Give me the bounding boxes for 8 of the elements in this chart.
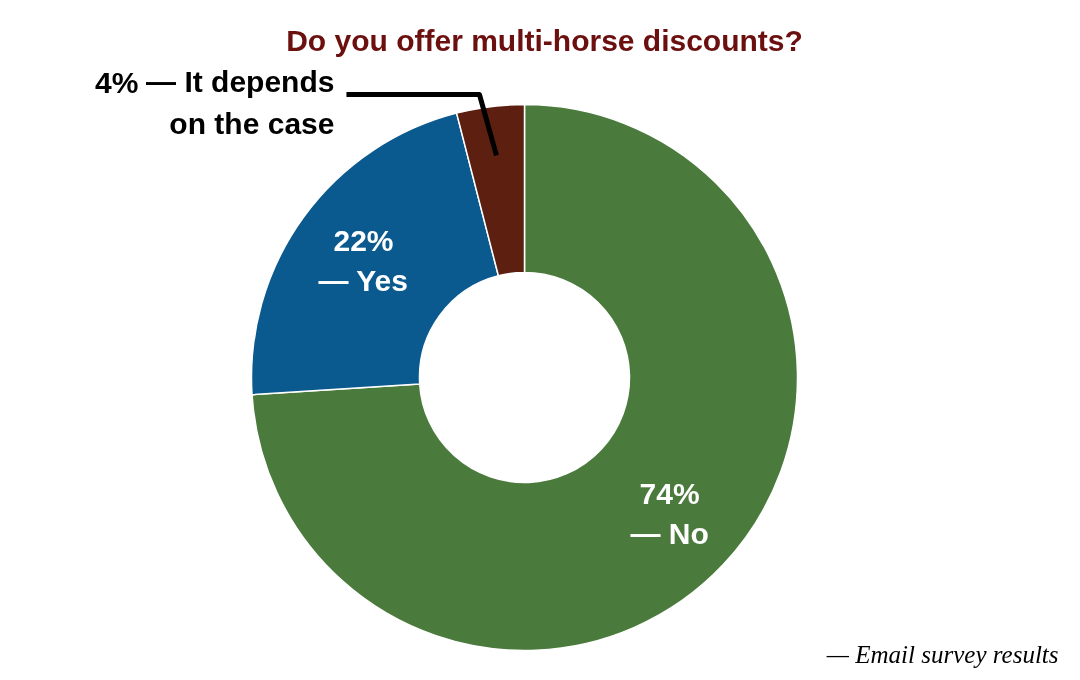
chart-title: Do you offer multi-horse discounts? [286,24,803,57]
slice-label: — It depends on the case [146,64,335,141]
text: — Email survey results [825,641,1059,668]
data-label: 4% [95,66,139,99]
data-label: 74% [639,477,700,511]
slice-label: — No [630,517,709,551]
slice-label: — Yes [318,264,409,298]
data-label: 22% [333,224,394,258]
